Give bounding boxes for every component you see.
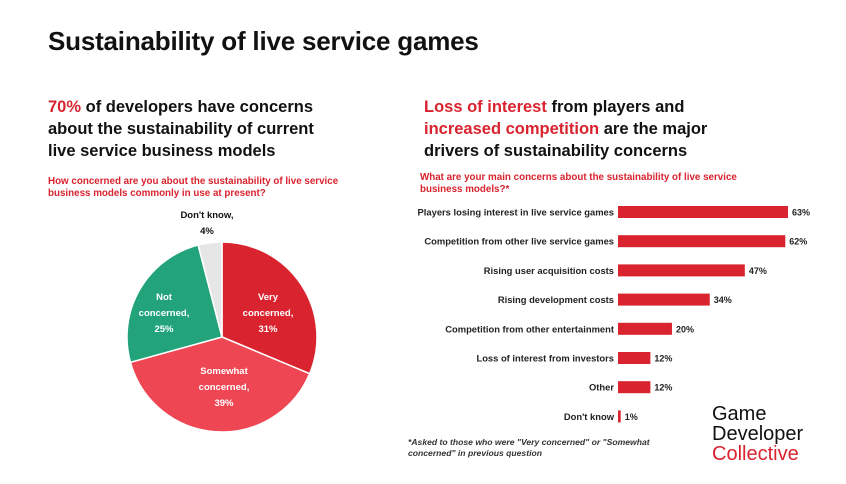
- pie-slice-label: Somewhat concerned, 39%: [199, 366, 250, 409]
- footnote: *Asked to those who were "Very concerned…: [408, 437, 708, 459]
- footnote-line2: concerned" in previous question: [408, 448, 542, 458]
- bar: [618, 235, 786, 248]
- pie-slice: [197, 241, 223, 338]
- bar-category-label: Loss of interest from investors: [476, 353, 614, 364]
- pie-slice-label: Very concerned, 31%: [243, 292, 294, 335]
- bar: [618, 410, 621, 423]
- pie-question: How concerned are you about the sustaina…: [48, 176, 393, 200]
- page-title: Sustainability of live service games: [48, 26, 479, 56]
- bar-value-label: 47%: [749, 266, 767, 276]
- pie-slice: [221, 241, 318, 375]
- logo-line3: Collective: [712, 443, 799, 465]
- pie-question-line1: How concerned are you about the sustaina…: [48, 176, 339, 187]
- bar-question-line2: business models?*: [420, 184, 510, 195]
- bar-value-label: 62%: [789, 237, 807, 247]
- bar-category-label: Players losing interest in live service …: [418, 207, 614, 218]
- right-headline-line1: Loss of interest from players and: [424, 96, 804, 118]
- bar-category-label: Other: [589, 382, 614, 393]
- footnote-line1: *Asked to those who were "Very concerned…: [408, 437, 650, 447]
- headline-highlight: increased competition: [424, 120, 600, 138]
- bar-question: What are your main concerns about the su…: [420, 172, 800, 196]
- pie-slice: [129, 336, 311, 433]
- bar-category-label: Rising user acquisition costs: [484, 265, 614, 276]
- logo-line2: Developer: [712, 423, 804, 445]
- bar: [618, 293, 710, 306]
- left-headline-line2: about the sustainability of current: [48, 120, 314, 138]
- left-headline-line3: live service business models: [48, 142, 276, 160]
- right-headline: Loss of interest from players and increa…: [424, 96, 804, 162]
- headline-text: of developers have concerns: [81, 98, 314, 116]
- bar-value-label: 20%: [676, 324, 694, 334]
- pie-slice: [126, 244, 223, 364]
- bar: [618, 352, 651, 364]
- bar-category-label: Competition from other entertainment: [445, 323, 614, 334]
- left-headline: 70% of developers have concerns about th…: [48, 96, 408, 162]
- pie-question-line2: business models commonly in use at prese…: [48, 188, 266, 199]
- headline-text: from players and: [546, 98, 685, 116]
- bar-question-line1: What are your main concerns about the su…: [420, 172, 737, 183]
- headline-highlight: Loss of interest: [424, 98, 547, 116]
- bar-value-label: 1%: [625, 412, 638, 422]
- concerns-bar-chart: Players losing interest in live service …: [418, 206, 810, 423]
- right-headline-line2: increased competition are the major: [424, 118, 804, 140]
- bar-value-label: 34%: [714, 295, 732, 305]
- bar: [618, 264, 745, 277]
- bar: [618, 206, 788, 218]
- headline-text: are the major: [599, 120, 708, 138]
- pie-slice-label: Not concerned, 25%: [139, 292, 190, 335]
- headline-highlight: 70%: [48, 98, 82, 116]
- bar-value-label: 12%: [654, 383, 672, 393]
- concern-pie-chart: Very concerned, 31% Somewhat concerned, 39%No…: [126, 210, 318, 433]
- bar-category-label: Don't know: [564, 411, 615, 422]
- logo-line1: Game: [712, 403, 767, 425]
- bar-value-label: 63%: [792, 208, 810, 218]
- bar-category-label: Competition from other live service game…: [424, 236, 614, 247]
- brand-logo: Game Developer Collective: [712, 404, 803, 464]
- left-headline-line1: 70% of developers have concerns: [48, 96, 408, 118]
- right-headline-line3: drivers of sustainability concerns: [424, 142, 688, 160]
- bar-category-label: Rising development costs: [498, 294, 614, 305]
- bar-value-label: 12%: [654, 354, 672, 364]
- bar: [618, 381, 651, 394]
- bar: [618, 322, 672, 335]
- pie-slice-label: Don't know, 4%: [180, 210, 233, 237]
